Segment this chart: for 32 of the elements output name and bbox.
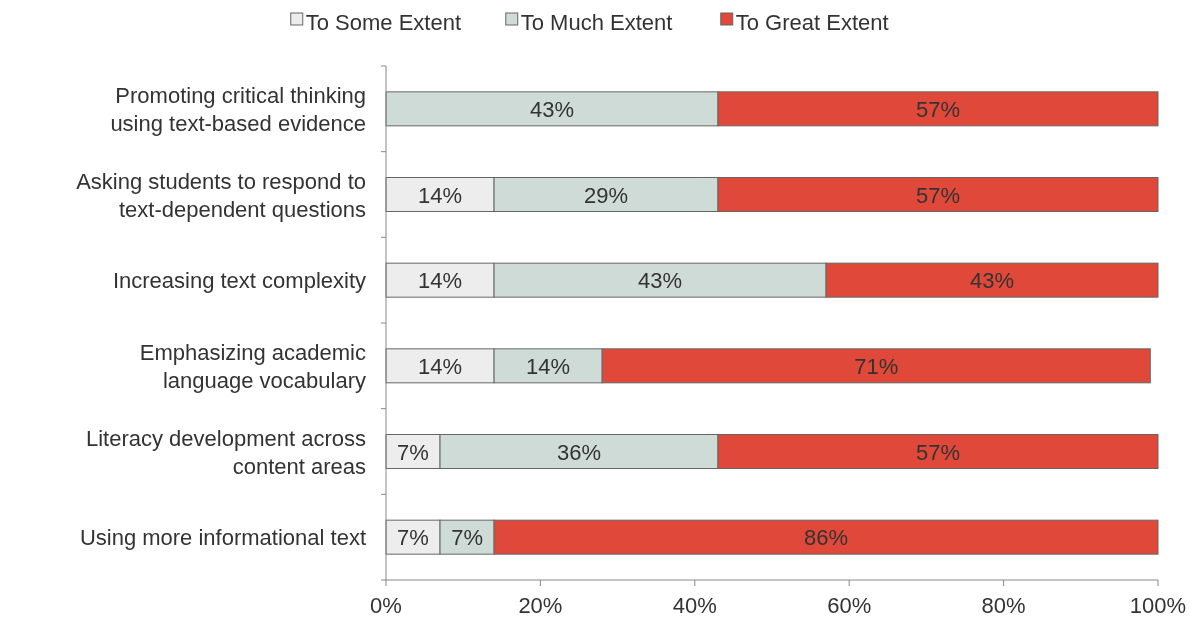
y-tick-label: Emphasizing academic language vocabulary (139, 339, 366, 393)
data-label: 29% (584, 182, 629, 208)
x-tick-label: 0% (370, 593, 402, 618)
legend-label: To Great Extent (735, 10, 889, 35)
data-label: 43% (970, 268, 1015, 294)
data-label: 57% (915, 182, 960, 208)
data-label: 14% (418, 268, 463, 294)
x-tick-label: 100% (1129, 593, 1187, 618)
y-tick-label: Using more informational text (79, 525, 366, 551)
data-label: 14% (418, 353, 463, 379)
data-label: 14% (418, 182, 463, 208)
data-label: 7% (397, 439, 429, 465)
data-label: 43% (638, 268, 683, 294)
data-label: 7% (451, 525, 483, 551)
data-label: 57% (915, 96, 960, 122)
y-tick-label: Asking students to respond to text-dependent questions (76, 168, 366, 222)
y-tick-label: Literacy development across content areas (85, 425, 366, 479)
data-label: 71% (854, 353, 899, 379)
legend-label: To Much Extent (520, 10, 673, 35)
y-tick-label: Promoting critical thinking using text-based evidence (110, 82, 366, 136)
data-label: 7% (397, 525, 429, 551)
x-tick-label: 60% (827, 593, 872, 618)
data-label: 36% (556, 439, 602, 465)
x-tick-label: 40% (672, 593, 717, 618)
y-tick-label: Increasing text complexity (112, 268, 366, 294)
x-tick-label: 80% (981, 593, 1026, 618)
data-label: 57% (915, 439, 960, 465)
x-tick-label: 20% (518, 593, 563, 618)
data-label: 86% (804, 525, 849, 551)
legend-label: To Some Extent (305, 10, 462, 35)
data-label: 43% (529, 96, 574, 122)
data-label: 14% (526, 353, 571, 379)
